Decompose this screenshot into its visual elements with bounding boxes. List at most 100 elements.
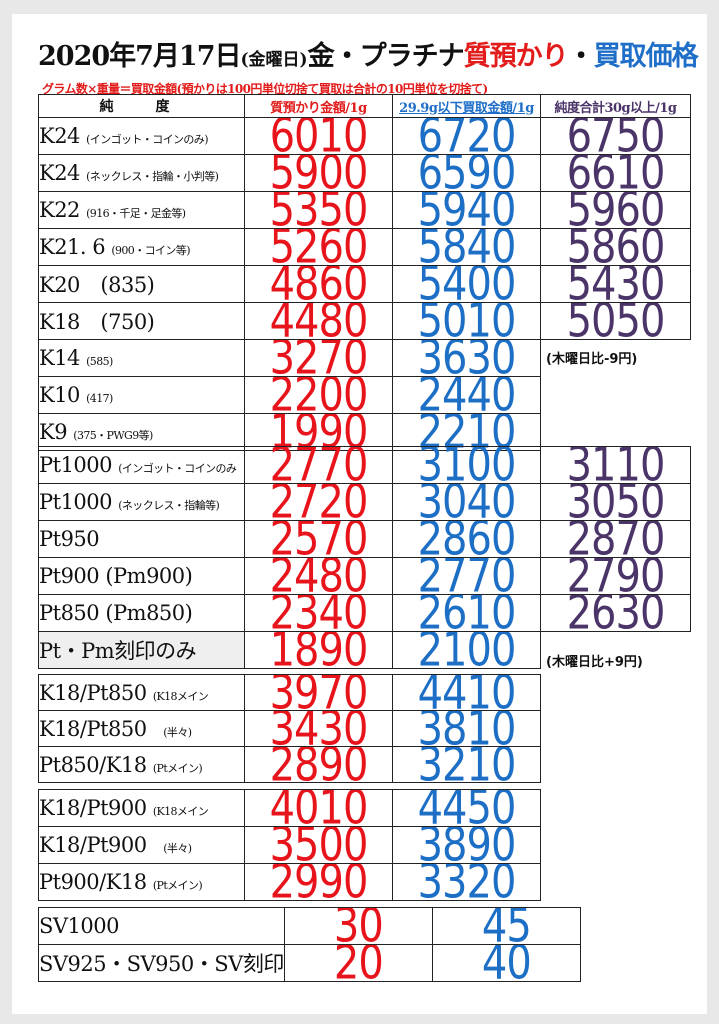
table-row: K18 (750) 4480 5010 5050 — [38, 302, 691, 340]
purity-name: Pt900/K18 — [39, 870, 148, 894]
pawn-price-value: 2770 — [269, 446, 369, 484]
buy-price-cell: 4410 — [392, 674, 541, 711]
buy-price-cell: 3210 — [392, 746, 541, 783]
purity-cell: Pt950 — [38, 520, 245, 558]
buy-price-cell: 2100 — [392, 631, 541, 669]
header-buy-price: 29.9g以下買取金額/1g — [392, 94, 541, 118]
purity-name: K18/Pt850 — [39, 716, 148, 741]
buy-price-value: 5010 — [417, 302, 517, 340]
pure-total-cell: 5050 — [540, 302, 691, 340]
purity-name: Pt・Pm刻印のみ — [39, 639, 197, 663]
pure-total-cell: 2630 — [540, 594, 691, 632]
buy-price-cell: 3040 — [392, 483, 541, 521]
purity-note: (375・PWG9等) — [73, 429, 153, 442]
buy-price-cell: 6720 — [392, 117, 541, 155]
pure-total-value: 6750 — [566, 117, 666, 155]
purity-note: (K18メイン — [152, 805, 209, 818]
pawn-price-cell: 20 — [283, 944, 433, 982]
table-row: K9 (375・PWG9等) 1990 2210 — [38, 413, 691, 451]
header-purity: 純 度 — [38, 94, 245, 118]
buy-price-cell: 3810 — [392, 710, 541, 747]
purity-name: K18/Pt900 — [39, 833, 148, 857]
pawn-price-cell: 5900 — [244, 154, 393, 192]
pure-total-cell: 5960 — [540, 191, 691, 229]
buy-price-value: 3210 — [417, 746, 517, 783]
pawn-price-value: 3500 — [269, 826, 369, 864]
purity-cell: SV925・SV950・SV刻印 — [38, 944, 285, 982]
pawn-price-cell: 6010 — [244, 117, 393, 155]
buy-price-value: 3890 — [417, 826, 517, 864]
pawn-price-cell: 2770 — [244, 446, 393, 484]
table-row: K24 (インゴット・コインのみ) 6010 6720 6750 — [38, 117, 691, 155]
purity-name: K24 — [39, 124, 81, 148]
purity-cell: K24 (インゴット・コインのみ) — [38, 117, 245, 155]
gold-price-table: 純 度 質預かり金額/1g 29.9g以下買取金額/1g 純度合計30g以上/1… — [38, 94, 691, 451]
pawn-price-value: 30 — [333, 907, 384, 945]
table-row: K24 (ネックレス・指輪・小判等) 5900 6590 6610 — [38, 154, 691, 192]
pawn-price-value: 5260 — [269, 228, 369, 266]
purity-name: Pt850/K18 — [39, 752, 148, 777]
table-row: K18/Pt850 (K18メイン 3970 4410 — [38, 674, 541, 711]
purity-cell: K14 (585) — [38, 339, 245, 377]
buy-price-value: 6720 — [417, 117, 517, 155]
purity-name: Pt850 (Pm850) — [39, 601, 193, 625]
purity-name: SV925・SV950・SV刻印 — [39, 952, 284, 976]
pure-total-cell: 5860 — [540, 228, 691, 266]
purity-name: K18 (750) — [39, 310, 155, 334]
buy-price-value: 5840 — [417, 228, 517, 266]
pawn-price-cell: 1990 — [244, 413, 393, 451]
table-header-row: 純 度 質預かり金額/1g 29.9g以下買取金額/1g 純度合計30g以上/1… — [38, 94, 691, 118]
table-row: K21. 6 (900・コイン等) 5260 5840 5860 — [38, 228, 691, 266]
pawn-price-value: 2720 — [269, 483, 369, 521]
platinum-change-note: (木曜日比+9円) — [546, 655, 643, 670]
pawn-price-value: 4860 — [269, 265, 369, 303]
header-pure-total: 純度合計30g以上/1g — [540, 94, 691, 118]
purity-name: K21. 6 — [39, 235, 106, 259]
pawn-price-value: 1990 — [269, 413, 369, 451]
buy-price-value: 3630 — [417, 339, 517, 377]
price-formula-note: グラム数×重量＝買取金額(預かりは100円単位切捨て買取は合計の10円単位を切捨… — [42, 82, 488, 96]
pawn-price-cell: 1890 — [244, 631, 393, 669]
purity-cell: K18/Pt900 (半々) — [38, 826, 245, 864]
pawn-price-value: 2340 — [269, 594, 369, 632]
buy-price-cell: 4450 — [392, 789, 541, 827]
buy-price-value: 2770 — [417, 557, 517, 595]
buy-price-cell: 2770 — [392, 557, 541, 595]
purity-cell: K9 (375・PWG9等) — [38, 413, 245, 451]
pure-total-cell: 6750 — [540, 117, 691, 155]
buy-price-value: 2610 — [417, 594, 517, 632]
table-row: K10 (417) 2200 2440 — [38, 376, 691, 414]
pawn-price-cell: 30 — [283, 907, 433, 945]
buy-price-cell: 5010 — [392, 302, 541, 340]
purity-cell: Pt850/K18 (Ptメイン) — [38, 746, 245, 783]
buy-price-cell: 2210 — [392, 413, 541, 451]
pure-total-value: 3110 — [566, 446, 666, 484]
purity-cell: K22 (916・千足・足金等) — [38, 191, 245, 229]
purity-note: (ネックレス・指輪・小判等) — [86, 170, 219, 183]
buy-price-value: 3040 — [417, 483, 517, 521]
platinum-price-table: Pt1000 (インゴット・コインのみ 2770 3100 3110 Pt1000 (ネ… — [38, 446, 691, 669]
table-row: Pt・Pm刻印のみ 1890 2100 — [38, 631, 691, 669]
pure-total-value: 5860 — [566, 228, 666, 266]
pawn-price-cell: 3430 — [244, 710, 393, 747]
combo-pt900-table: K18/Pt900 (K18メイン 4010 4450 K18/Pt900 (半々) 3… — [38, 789, 541, 901]
table-row: Pt900 (Pm900) 2480 2770 2790 — [38, 557, 691, 595]
purity-cell: K20 (835) — [38, 265, 245, 303]
purity-cell: K21. 6 (900・コイン等) — [38, 228, 245, 266]
table-row: SV1000 30 45 — [38, 907, 581, 945]
pure-total-value: 2870 — [566, 520, 666, 558]
pawn-price-cell: 2990 — [244, 863, 393, 901]
purity-note: (916・千足・足金等) — [86, 207, 186, 220]
table-row: K20 (835) 4860 5400 5430 — [38, 265, 691, 303]
pawn-price-value: 2570 — [269, 520, 369, 558]
table-row: Pt900/K18 (Ptメイン) 2990 3320 — [38, 863, 541, 901]
pure-total-value: 5960 — [566, 191, 666, 229]
buy-price-value: 5940 — [417, 191, 517, 229]
purity-name: Pt950 — [39, 527, 100, 551]
silver-price-table: SV1000 30 45 SV925・SV950・SV刻印 20 40 — [38, 907, 581, 982]
buy-price-value: 2440 — [417, 376, 517, 414]
purity-note: (ネックレス・指輪等) — [118, 499, 220, 512]
title-buy: 買取価格 — [593, 41, 699, 72]
pawn-price-value: 3970 — [269, 674, 369, 711]
pawn-price-value: 20 — [333, 944, 384, 982]
